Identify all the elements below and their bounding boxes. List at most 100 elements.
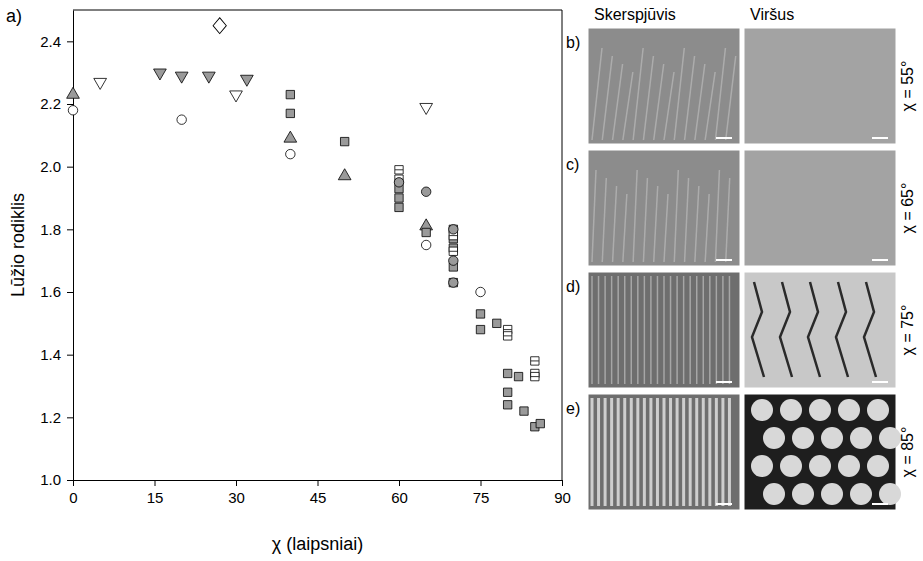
image-texture bbox=[715, 170, 719, 262]
image-texture bbox=[604, 398, 607, 506]
image-texture bbox=[649, 398, 652, 506]
image-background bbox=[744, 28, 896, 144]
x-tick-mark bbox=[562, 480, 563, 486]
image-texture bbox=[715, 48, 725, 140]
point bbox=[202, 72, 215, 83]
y-tick-mark bbox=[67, 41, 73, 42]
x-tick: 75 bbox=[473, 480, 490, 506]
point-detail bbox=[504, 335, 512, 336]
image-texture bbox=[850, 483, 872, 505]
point bbox=[175, 72, 188, 83]
image-texture bbox=[624, 276, 626, 384]
image-texture bbox=[674, 170, 678, 262]
row-label: d) bbox=[566, 278, 580, 295]
image-texture bbox=[879, 427, 901, 449]
image-texture bbox=[685, 56, 695, 140]
image-texture bbox=[751, 399, 773, 421]
point bbox=[213, 18, 226, 34]
point bbox=[476, 287, 485, 296]
point bbox=[531, 372, 539, 380]
image-texture bbox=[637, 276, 639, 384]
point bbox=[67, 87, 80, 98]
series bbox=[394, 178, 458, 288]
x-tick-label: 0 bbox=[69, 489, 77, 506]
image-texture bbox=[670, 276, 672, 384]
image-texture bbox=[696, 276, 698, 384]
image-texture bbox=[623, 398, 626, 506]
image-texture bbox=[838, 455, 860, 477]
row-angle: χ = 65° bbox=[899, 183, 916, 234]
column-head: Viršus bbox=[750, 6, 794, 23]
point bbox=[520, 407, 528, 415]
point bbox=[503, 388, 511, 396]
point bbox=[177, 115, 186, 124]
image-texture bbox=[808, 282, 820, 377]
point bbox=[286, 90, 294, 98]
y-tick-label: 1.2 bbox=[40, 409, 61, 426]
series bbox=[94, 78, 433, 114]
point bbox=[395, 203, 403, 211]
image-texture bbox=[722, 276, 724, 384]
series bbox=[154, 69, 254, 86]
point bbox=[449, 256, 458, 265]
point bbox=[449, 225, 457, 233]
top-view-image bbox=[744, 28, 896, 144]
image-texture bbox=[702, 398, 705, 506]
y-tick-mark bbox=[67, 167, 73, 168]
image-texture bbox=[636, 398, 639, 506]
image-texture bbox=[643, 398, 646, 506]
image-texture bbox=[821, 483, 843, 505]
image-texture bbox=[650, 276, 652, 384]
image-texture bbox=[617, 276, 619, 384]
image-texture bbox=[617, 398, 620, 506]
image-texture bbox=[664, 194, 668, 262]
x-tick-label: 90 bbox=[554, 489, 571, 506]
point bbox=[68, 106, 77, 115]
image-texture bbox=[709, 276, 711, 384]
point bbox=[420, 103, 433, 114]
scale-bar bbox=[716, 137, 732, 139]
image-texture bbox=[592, 48, 602, 140]
scale-bar bbox=[872, 137, 888, 139]
image-texture bbox=[623, 72, 633, 140]
row-label: c) bbox=[566, 156, 579, 173]
image-background bbox=[588, 28, 740, 144]
point bbox=[449, 278, 458, 287]
series bbox=[67, 87, 433, 230]
y-tick-mark bbox=[67, 480, 73, 481]
image-texture bbox=[708, 398, 711, 506]
image-texture bbox=[792, 483, 814, 505]
image-texture bbox=[633, 170, 637, 262]
panel-label: a) bbox=[6, 6, 22, 26]
y-tick-mark bbox=[67, 229, 73, 230]
image-texture bbox=[780, 282, 792, 377]
scale-bar bbox=[872, 503, 888, 505]
scale-bar bbox=[872, 259, 888, 261]
point bbox=[422, 228, 430, 236]
row-angle: χ = 75° bbox=[899, 305, 916, 356]
point-detail bbox=[504, 329, 512, 330]
image-texture bbox=[867, 455, 889, 477]
cross-section-image bbox=[588, 394, 740, 510]
image-texture bbox=[613, 64, 623, 140]
y-tick-label: 1.0 bbox=[40, 471, 61, 488]
image-texture bbox=[644, 276, 646, 384]
image-texture bbox=[729, 276, 731, 384]
image-background bbox=[744, 150, 896, 266]
top-view-image bbox=[744, 272, 896, 388]
image-texture bbox=[669, 398, 672, 506]
x-tick-label: 60 bbox=[391, 489, 408, 506]
x-tick-label: 15 bbox=[147, 489, 164, 506]
point bbox=[449, 225, 458, 234]
y-tick-mark bbox=[67, 355, 73, 356]
y-tick: 1.8 bbox=[40, 221, 73, 238]
x-tick: 90 bbox=[554, 480, 571, 506]
image-texture bbox=[592, 170, 596, 262]
point bbox=[476, 325, 484, 333]
y-tick-label: 1.6 bbox=[40, 283, 61, 300]
image-texture bbox=[602, 178, 606, 262]
point bbox=[503, 401, 511, 409]
y-axis: 1.01.21.41.61.82.02.22.4 bbox=[40, 11, 73, 489]
y-tick: 1.4 bbox=[40, 346, 73, 363]
scale-bar bbox=[872, 381, 888, 383]
